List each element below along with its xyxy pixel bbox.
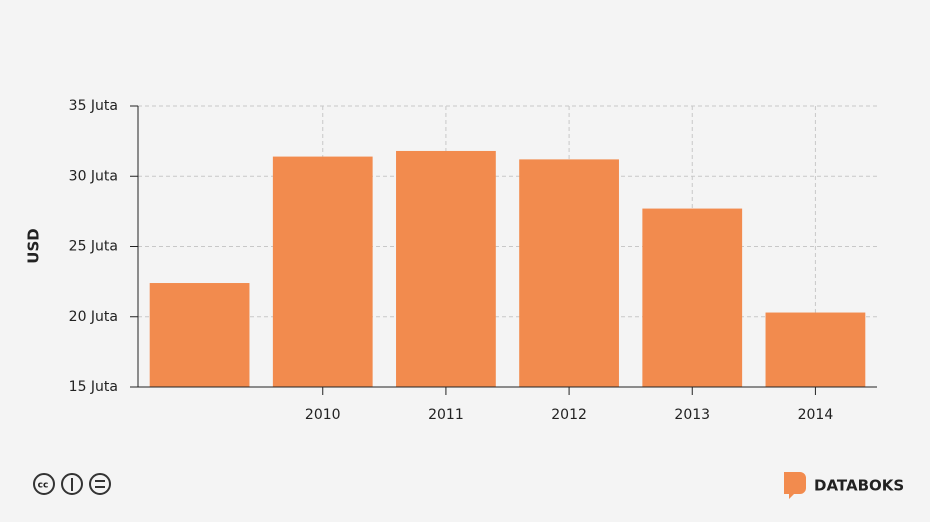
y-tick-label: 25 Juta bbox=[69, 239, 118, 255]
bar bbox=[396, 150, 496, 387]
y-tick-label: 20 Juta bbox=[69, 309, 118, 325]
x-tick-label: 2012 bbox=[551, 407, 587, 423]
brand-name: DATABOKS bbox=[814, 477, 904, 495]
bar bbox=[149, 283, 250, 387]
y-axis-label: USD bbox=[25, 228, 43, 263]
bar bbox=[272, 156, 373, 387]
x-tick-label: 2010 bbox=[305, 407, 341, 423]
bar bbox=[519, 159, 619, 387]
bar bbox=[642, 208, 743, 387]
x-tick-label: 2011 bbox=[428, 407, 464, 423]
y-tick-label: 30 Juta bbox=[69, 168, 118, 184]
cc-text: cc bbox=[38, 481, 49, 491]
cc-icons bbox=[33, 473, 111, 495]
x-tick-label: 2013 bbox=[674, 407, 710, 423]
bar bbox=[765, 312, 866, 387]
y-tick-label: 35 Juta bbox=[69, 98, 118, 114]
brand-logo bbox=[784, 472, 806, 499]
y-tick-label: 15 Juta bbox=[69, 379, 118, 395]
x-tick-label: 2014 bbox=[798, 407, 834, 423]
